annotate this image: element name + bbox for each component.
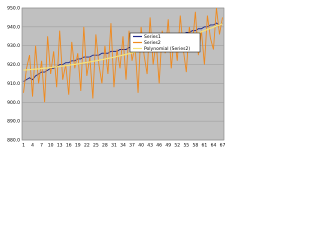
x-tick-label: 25 (93, 143, 99, 149)
y-tick-label: 930.0 (7, 43, 20, 49)
y-tick-label: 890.0 (7, 119, 20, 125)
x-tick-label: 28 (102, 143, 108, 149)
y-tick-label: 910.0 (7, 81, 20, 87)
x-tick-label: 58 (192, 143, 198, 149)
x-tick-label: 31 (111, 143, 117, 149)
x-tick-label: 37 (129, 143, 135, 149)
x-tick-label: 40 (138, 143, 144, 149)
x-tick-label: 22 (84, 143, 90, 149)
y-tick-label: 900.0 (7, 100, 20, 106)
chart: 880.0 890.0 900.0 910.0 920.0 930.0 940.0 950.0… (7, 6, 226, 149)
x-tick-label: 43 (147, 143, 153, 149)
y-tick-label: 940.0 (7, 24, 20, 30)
y-tick-label: 920.0 (7, 62, 20, 68)
x-tick-label: 64 (211, 143, 217, 149)
x-tick-label: 52 (174, 143, 180, 149)
legend-label: Series2 (144, 40, 161, 46)
y-tick-label: 880.0 (7, 138, 20, 144)
x-tick-label: 10 (48, 143, 54, 149)
legend-label: Polynomial (Series2) (144, 46, 190, 52)
x-tick-label: 7 (40, 143, 43, 149)
legend-label: Series1 (144, 34, 161, 40)
x-tick-label: 55 (183, 143, 189, 149)
x-tick-label: 61 (202, 143, 208, 149)
x-tick-label: 34 (120, 143, 126, 149)
x-tick-label: 19 (75, 143, 81, 149)
x-tick-label: 49 (165, 143, 171, 149)
x-tick-label: 46 (156, 143, 162, 149)
x-tick-label: 1 (22, 143, 25, 149)
series-line (23, 7, 223, 103)
x-tick-label: 67 (220, 143, 226, 149)
x-tick-label: 13 (57, 143, 63, 149)
x-tick-label: 4 (31, 143, 34, 149)
x-tick-label: 16 (66, 143, 72, 149)
legend-box (129, 32, 201, 53)
y-tick-label: 950.0 (7, 6, 20, 12)
